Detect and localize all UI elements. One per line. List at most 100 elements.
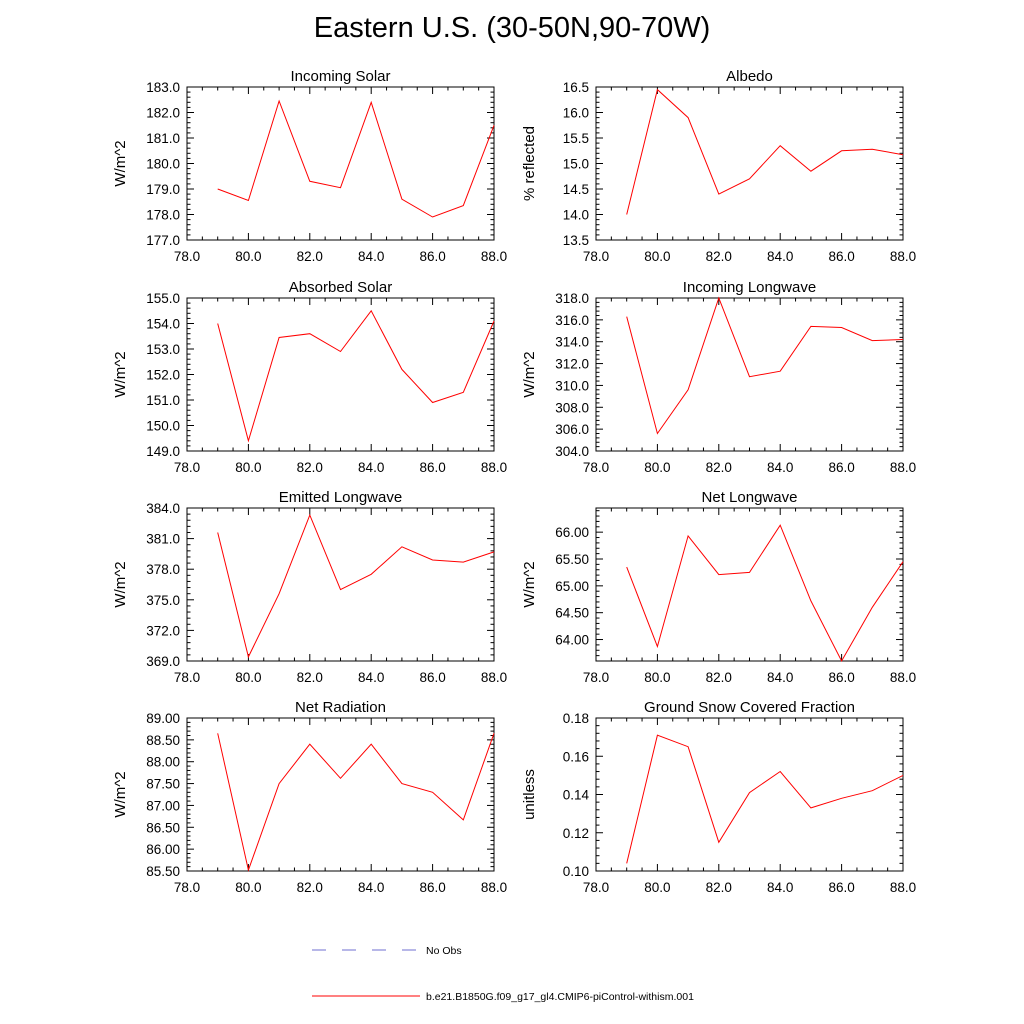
y-tick-label: 316.0 [555,313,589,328]
y-tick-label: 312.0 [555,357,589,372]
y-tick-label: 151.0 [146,393,180,408]
x-tick-label: 82.0 [297,670,323,685]
x-tick-label: 88.0 [481,460,507,475]
y-tick-label: 87.00 [146,798,180,813]
y-tick-label: 16.0 [563,106,589,121]
y-tick-label: 86.00 [146,842,180,857]
x-tick-label: 80.0 [644,460,670,475]
x-tick-label: 84.0 [767,460,793,475]
x-tick-label: 80.0 [644,880,670,895]
y-tick-label: 308.0 [555,400,589,415]
series-line [626,88,904,215]
chart-panel-4: Incoming Longwave W/m^2 78.0 80.0 82.0 84.0 86… [521,279,916,475]
y-tick-label: 0.14 [563,788,590,803]
y-tick-label: 66.00 [555,525,589,540]
y-tick-label: 304.0 [555,444,589,459]
y-axis-label: W/m^2 [112,561,129,607]
x-tick-label: 88.0 [481,880,507,895]
y-tick-label: 64.50 [555,606,589,621]
series-line [626,296,904,435]
panel-title: Emitted Longwave [279,489,402,506]
series-line [217,733,495,872]
y-tick-label: 85.50 [146,864,180,879]
y-tick-label: 181.0 [146,131,180,146]
plot-frame [186,507,495,662]
legend-model-label: b.e21.B1850G.f09_g17_gl4.CMIP6-piControl… [426,991,694,1003]
y-tick-label: 375.0 [146,593,180,608]
y-tick-label: 369.0 [146,654,180,669]
x-tick-label: 84.0 [767,670,793,685]
y-tick-label: 88.00 [146,755,180,770]
series-line [217,99,495,218]
chart-panel-8: Ground Snow Covered Fraction unitless 78.0… [521,699,916,895]
y-tick-label: 378.0 [146,562,180,577]
x-tick-label: 80.0 [235,880,261,895]
chart-panel-3: Absorbed Solar W/m^2 78.0 80.0 82.0 84.0 86.0 8… [112,279,507,475]
x-tick-label: 86.0 [419,249,445,264]
x-tick-label: 82.0 [706,460,732,475]
y-tick-label: 65.00 [555,579,589,594]
y-axis-label: W/m^2 [112,771,129,817]
x-tick-label: 88.0 [890,249,916,264]
x-tick-label: 84.0 [767,880,793,895]
y-tick-label: 179.0 [146,182,180,197]
y-tick-label: 89.00 [146,711,180,726]
x-tick-label: 78.0 [583,670,609,685]
chart-panel-6: Net Longwave W/m^2 78.0 80.0 82.0 84.0 86.0 88.… [521,489,916,685]
x-tick-label: 84.0 [358,249,384,264]
y-tick-label: 182.0 [146,106,180,121]
y-tick-label: 180.0 [146,157,180,172]
panel-title: Incoming Longwave [683,279,816,296]
panel-title: Net Longwave [702,489,798,506]
x-tick-label: 82.0 [706,670,732,685]
plot-frame [186,717,495,872]
x-tick-label: 78.0 [174,249,200,264]
y-tick-label: 14.5 [563,182,589,197]
series-line [626,524,904,663]
y-axis-label: % reflected [521,126,538,201]
panel-title: Absorbed Solar [289,279,392,296]
y-tick-label: 87.50 [146,777,180,792]
panel-title: Ground Snow Covered Fraction [644,699,855,716]
x-tick-label: 84.0 [767,249,793,264]
x-tick-label: 86.0 [828,880,854,895]
chart-panel-2: Albedo % reflected 78.0 80.0 82.0 84.0 86.0 88.… [521,68,916,264]
x-tick-label: 78.0 [174,880,200,895]
y-tick-label: 154.0 [146,317,180,332]
y-tick-label: 314.0 [555,335,589,350]
x-tick-label: 88.0 [481,670,507,685]
x-tick-label: 82.0 [706,249,732,264]
x-tick-label: 80.0 [644,249,670,264]
y-axis-label: W/m^2 [521,561,538,607]
y-tick-label: 178.0 [146,208,180,223]
y-tick-label: 153.0 [146,342,180,357]
x-tick-label: 80.0 [235,460,261,475]
chart-panel-5: Emitted Longwave W/m^2 78.0 80.0 82.0 84.0 86.… [112,489,507,685]
y-tick-label: 0.16 [563,749,589,764]
x-tick-label: 78.0 [583,249,609,264]
x-tick-label: 84.0 [358,460,384,475]
y-tick-label: 13.5 [563,233,589,248]
series-line [626,734,904,864]
x-tick-label: 84.0 [358,670,384,685]
y-tick-label: 177.0 [146,233,180,248]
x-tick-label: 86.0 [419,880,445,895]
x-tick-label: 88.0 [890,460,916,475]
x-tick-label: 78.0 [174,460,200,475]
plot-frame [186,86,495,241]
y-tick-label: 155.0 [146,291,180,306]
x-tick-label: 86.0 [419,460,445,475]
y-tick-label: 16.5 [563,80,589,95]
plot-frame [595,86,904,241]
x-tick-label: 88.0 [890,880,916,895]
y-tick-label: 149.0 [146,444,180,459]
y-tick-label: 15.5 [563,131,589,146]
y-tick-label: 65.50 [555,552,589,567]
series-line [217,513,495,659]
x-tick-label: 82.0 [297,880,323,895]
y-tick-label: 14.0 [563,208,589,223]
y-axis-label: W/m^2 [112,140,129,186]
y-tick-label: 318.0 [555,291,589,306]
x-tick-label: 78.0 [583,880,609,895]
